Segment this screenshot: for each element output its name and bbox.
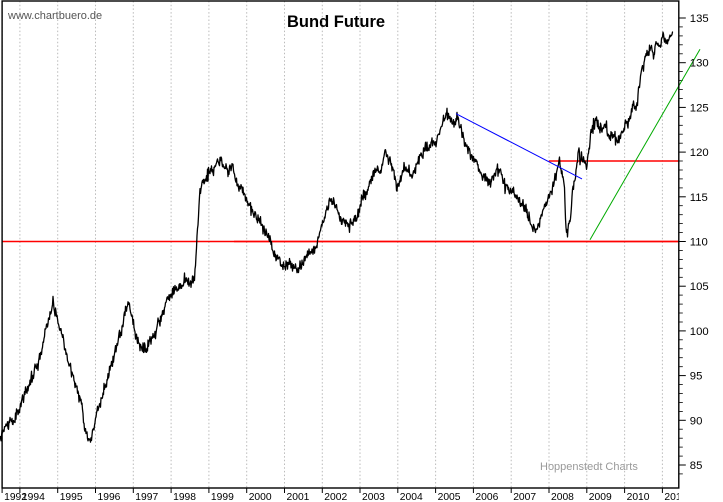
- svg-text:2011: 2011: [664, 492, 686, 502]
- svg-text:110: 110: [690, 237, 708, 249]
- svg-text:1994: 1994: [22, 492, 45, 502]
- svg-text:2009: 2009: [589, 492, 612, 502]
- svg-text:130: 130: [690, 58, 709, 70]
- svg-text:2006: 2006: [475, 492, 498, 502]
- svg-text:95: 95: [690, 371, 703, 383]
- svg-text:2008: 2008: [551, 492, 574, 502]
- svg-text:2003: 2003: [362, 492, 385, 502]
- svg-text:100: 100: [690, 326, 709, 338]
- svg-text:90: 90: [690, 415, 703, 427]
- svg-text:2007: 2007: [513, 492, 536, 502]
- svg-text:1997: 1997: [135, 492, 158, 502]
- svg-text:2005: 2005: [438, 492, 461, 502]
- svg-text:2002: 2002: [324, 492, 347, 502]
- svg-text:1996: 1996: [98, 492, 121, 502]
- svg-text:1999: 1999: [211, 492, 234, 502]
- svg-text:135: 135: [690, 13, 709, 25]
- svg-text:2010: 2010: [627, 492, 650, 502]
- svg-text:115: 115: [690, 192, 708, 204]
- svg-text:2001: 2001: [287, 492, 310, 502]
- svg-text:2000: 2000: [249, 492, 272, 502]
- svg-text:85: 85: [690, 460, 703, 472]
- svg-text:120: 120: [690, 147, 709, 159]
- svg-text:1998: 1998: [173, 492, 196, 502]
- svg-text:125: 125: [690, 102, 709, 114]
- svg-text:2004: 2004: [400, 492, 423, 502]
- svg-text:1995: 1995: [60, 492, 83, 502]
- svg-text:105: 105: [690, 281, 709, 293]
